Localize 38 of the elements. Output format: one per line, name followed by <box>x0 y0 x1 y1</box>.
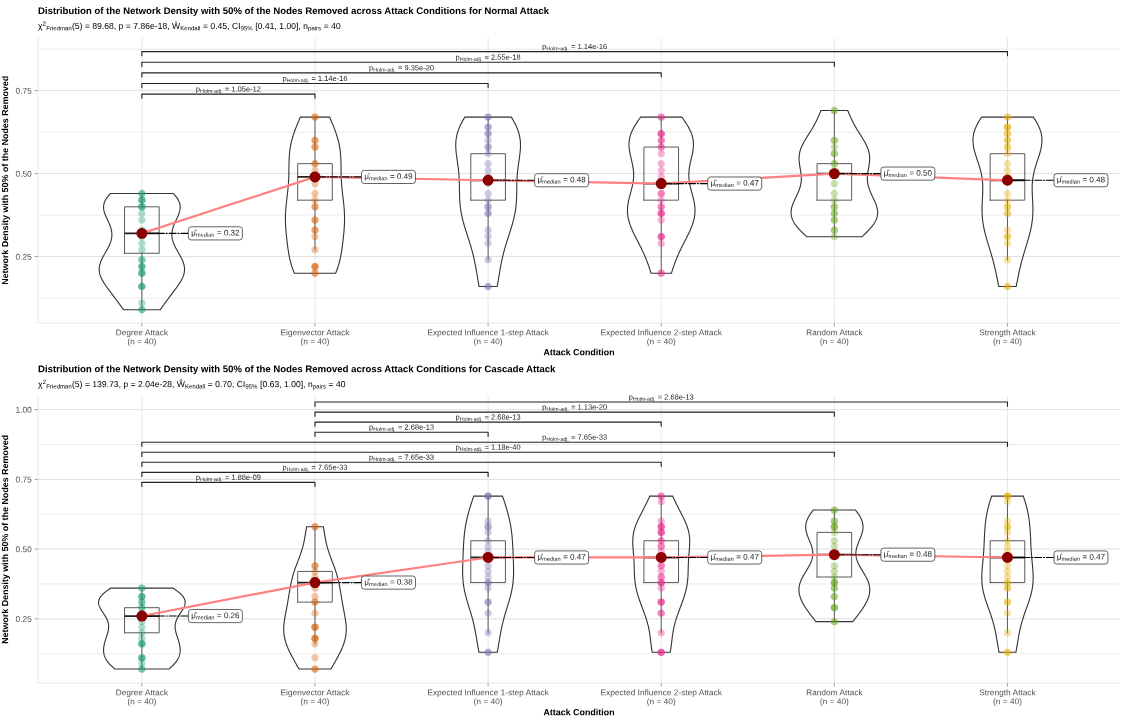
annotation: μ̂$_{median}$ = 0.48 <box>884 550 932 559</box>
y-tick-label: 0.25 <box>15 616 32 622</box>
y-tick-label: 1.00 <box>16 406 32 413</box>
x-axis-title: Attack Condition <box>543 348 615 356</box>
chart-title: Distribution of the Network Density with 50% of the Nodes Removed across Attack Conditions for Normal Attack <box>38 7 550 16</box>
x-tick-label: Degree Attack (n = 40) <box>116 689 169 706</box>
y-tick-label: 0.50 <box>15 546 32 553</box>
x-axis-title: Attack Condition <box>543 708 615 716</box>
x-tick-label: Strength Attack (n = 40) <box>979 329 1036 346</box>
x-tick-label: Degree Attack (n = 40) <box>116 329 169 346</box>
x-tick-label: Expected Influence 1-step Attack (n = 40) <box>428 689 549 706</box>
x-tick-label: Strength Attack (n = 40) <box>979 689 1036 706</box>
annotation: μ̂$_{median}$ = 0.47 <box>711 553 759 562</box>
annotation: μ̂$_{median}$ = 0.49 <box>364 173 413 181</box>
annotation: μ̂$_{median}$ = 0.32 <box>191 229 240 237</box>
y-tick-label: 0.75 <box>15 87 32 94</box>
x-tick-label: Expected Influence 1-step Attack (n = 40) <box>428 329 549 346</box>
x-tick-label: Expected Influence 2-step Attack (n = 40) <box>601 329 722 346</box>
annotation: μ̂$_{median}$ = 0.48 <box>537 176 586 184</box>
text: χ$^{2}$$_{Friedman}$(5) = 139.73, p = 2.04e-28, Ŵ$_{Kendall}$ = 0.70, CI$_{95%}$ [0.63, 1.00], n$_{pairs}$ = 40 <box>38 379 346 390</box>
x-tick-label: Expected Influence 2-step Attack (n = 40) <box>601 689 722 706</box>
y-axis-title: Network Density with 50% of the Nodes Removed <box>1 435 10 644</box>
y-axis-title: Network Density with 50% of the Nodes Removed <box>1 76 10 285</box>
annotation: μ̂$_{median}$ = 0.50 <box>884 169 932 178</box>
x-tick-label: Random Attack (n = 40) <box>806 329 863 346</box>
text: χ$^{2}$$_{Friedman}$(5) = 89.68, p = 7.86e-18, Ŵ$_{Kendall}$ = 0.45, CI$_{95%}$ [0.41, 1.00], n$_{pairs}$ = 40 <box>38 21 341 32</box>
y-tick-label: 0.50 <box>15 170 32 177</box>
x-tick-label: Eigenvector Attack (n = 40) <box>281 329 350 346</box>
y-tick-label: 0.75 <box>15 476 32 483</box>
annotation: μ̂$_{median}$ = 0.47 <box>1057 553 1105 562</box>
y-tick-label: 0.25 <box>15 253 32 260</box>
annotation: μ̂$_{median}$ = 0.48 <box>1057 176 1105 184</box>
chart-title: Distribution of the Network Density with 50% of the Nodes Removed across Attack Conditions for Cascade Attack <box>38 365 556 375</box>
x-tick-label: Eigenvector Attack (n = 40) <box>281 689 350 706</box>
annotation: μ̂$_{median}$ = 0.47 <box>537 553 586 562</box>
annotation: μ̂$_{median}$ = 0.26 <box>191 612 240 620</box>
x-tick-label: Random Attack (n = 40) <box>806 689 863 706</box>
annotation: μ̂$_{median}$ = 0.47 <box>711 179 759 188</box>
